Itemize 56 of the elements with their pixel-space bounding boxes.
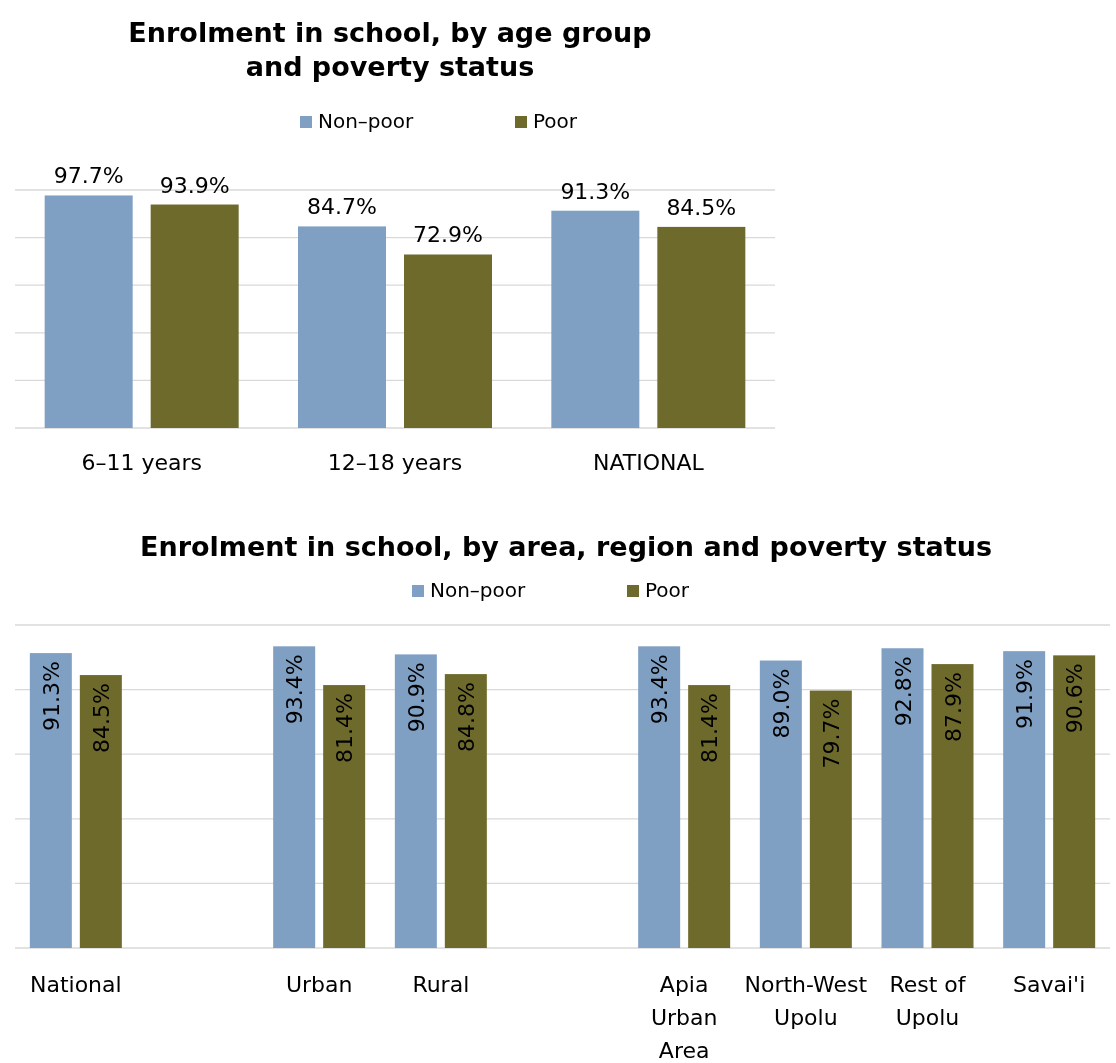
data-label: 84.5%: [666, 194, 737, 220]
data-label: 87.9%: [940, 672, 966, 742]
bar: [44, 195, 133, 428]
bar: [931, 664, 974, 948]
bar: [29, 653, 72, 948]
data-label: 91.3%: [38, 661, 64, 731]
bar: [1053, 655, 1096, 948]
x-tick-label: Rural: [412, 972, 470, 997]
x-tick-label: 6–11 years: [81, 450, 202, 475]
data-label: 89.0%: [768, 668, 794, 739]
data-label: 93.4%: [282, 654, 308, 725]
x-tick-label: Urban: [285, 972, 353, 997]
bar: [688, 685, 731, 948]
data-label: 84.8%: [453, 682, 479, 752]
data-label: 81.4%: [697, 693, 723, 763]
data-label: 79.7%: [818, 698, 844, 769]
legend-label: Poor: [533, 109, 578, 133]
data-label: 72.9%: [413, 222, 483, 248]
bar: [638, 646, 681, 948]
x-tick-label: NATIONAL: [592, 450, 705, 475]
bar: [273, 646, 316, 948]
chart-title: Enrolment in school, by area, region and poverty status: [140, 531, 992, 562]
x-tick-label: 12–18 years: [327, 450, 463, 475]
bar: [444, 674, 487, 948]
bar: [394, 654, 437, 948]
bar: [298, 226, 386, 428]
bar: [404, 254, 492, 428]
x-tick-label: Savai'i: [1013, 972, 1086, 997]
x-tick-label: Rest of Upolu: [889, 972, 967, 1030]
legend-label: Non–poor: [318, 109, 415, 133]
legend-label: Non–poor: [430, 578, 527, 602]
bar: [551, 210, 640, 428]
chart-title: Enrolment in school, by age group and poverty status: [128, 17, 652, 82]
bar: [657, 226, 746, 428]
legend-label: Poor: [645, 578, 690, 602]
data-label: 93.9%: [159, 172, 230, 198]
data-label: 84.7%: [307, 194, 377, 220]
data-label: 84.5%: [88, 683, 114, 753]
bar: [323, 685, 366, 948]
data-label: 81.4%: [332, 693, 358, 763]
bar: [150, 204, 239, 428]
data-label: 93.4%: [647, 654, 673, 725]
x-tick-label: North-West Upolu: [744, 972, 868, 1030]
bar: [759, 660, 802, 948]
x-tick-label: National: [29, 972, 122, 997]
bar: [1003, 651, 1046, 948]
data-label: 91.3%: [560, 178, 631, 204]
data-label: 91.9%: [1012, 659, 1038, 730]
x-tick-label: Apia Urban Area: [650, 972, 718, 1063]
data-label: 97.7%: [53, 163, 124, 189]
bar: [809, 690, 852, 948]
bar: [79, 675, 122, 948]
data-label: 90.6%: [1062, 663, 1088, 734]
data-label: 90.9%: [403, 662, 429, 733]
data-label: 92.8%: [890, 656, 916, 727]
bar: [881, 648, 924, 948]
